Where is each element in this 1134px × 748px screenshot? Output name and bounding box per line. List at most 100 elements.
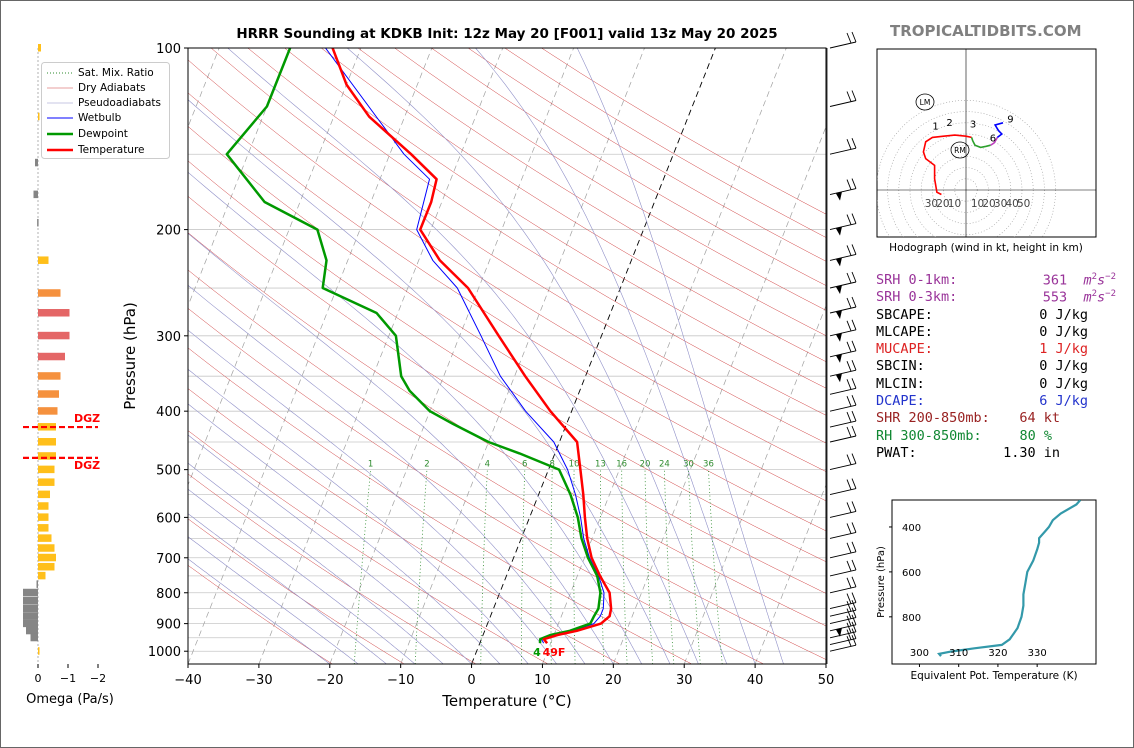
omega-bar [38, 562, 55, 571]
barb-tick [851, 453, 857, 464]
dry-adiabat [188, 160, 826, 562]
dry-adiabat [357, 48, 826, 336]
barb-staff [829, 147, 857, 155]
barb-staff [829, 41, 857, 49]
skewt-xlabel: Temperature (°C) [441, 692, 571, 710]
barb-tick [846, 139, 852, 150]
mixing-ratio-line [664, 469, 675, 664]
wind-barb [829, 244, 857, 267]
barb-staff [829, 404, 857, 412]
barb-tick [851, 378, 857, 389]
omega-bar [23, 604, 38, 613]
wind-barb [829, 522, 857, 539]
param-srh3: SRH 0-3km: 553 m2s−2 [876, 289, 1116, 306]
param-srh1: SRH 0-1km: 361 m2s−2 [876, 272, 1116, 289]
isotherm [188, 48, 362, 486]
storm-motion-marker [915, 93, 935, 111]
mixing-ratio-label: 16 [616, 460, 627, 470]
omega-bar [23, 612, 38, 620]
omega-bar [37, 218, 39, 227]
barb-staff [829, 631, 857, 639]
isotherm [754, 483, 826, 664]
barb-staff [829, 644, 857, 652]
theta-e-axes: 300 310 320 330 400 600 800 [889, 523, 1047, 667]
theta-x-tick-label: 310 [949, 648, 968, 659]
x-tick-label: 10 [534, 673, 551, 688]
theta-e-ylabel: Pressure (hPa) [876, 546, 887, 618]
legend-dry: Dry Adiabats [78, 82, 146, 94]
mixing-ratio-label: 24 [659, 460, 670, 470]
omega-bar [38, 256, 49, 264]
wind-barb [829, 319, 857, 342]
x-tick-label: 40 [747, 673, 764, 688]
theta-e-profile [937, 500, 1082, 657]
omega-bar [33, 190, 38, 199]
isotherm [258, 48, 504, 664]
mixing-ratio-line [600, 469, 605, 664]
omega-bar [30, 633, 38, 642]
barb-tick [851, 90, 857, 101]
y-tick-label: 1000 [148, 645, 181, 660]
barb-staff [829, 281, 857, 289]
wind-barb [829, 360, 857, 383]
omega-bar [38, 112, 40, 121]
wind-barb [829, 138, 857, 155]
pseudoadiabat [576, 48, 784, 664]
x-tick-label: 0 [467, 673, 475, 688]
barb-tick [846, 272, 852, 284]
barb-tick [846, 245, 852, 256]
theta-e-xlabel: Equivalent Pot. Temperature (K) [910, 670, 1077, 682]
wind-barb [829, 607, 857, 625]
wind-barb [829, 178, 857, 201]
barb-tick [851, 395, 857, 406]
barb-flag [836, 353, 842, 363]
dry-adiabat [188, 388, 621, 664]
mixing-ratio-label: 36 [703, 460, 714, 470]
theta-y-tick-label: 400 [902, 523, 921, 534]
hodo-segment [970, 137, 991, 149]
theta-e-frame [891, 499, 1097, 665]
barb-tick [846, 320, 852, 331]
barb-tick [851, 559, 857, 571]
wind-barb [829, 614, 857, 637]
barb-tick [846, 560, 852, 572]
omega-bar [38, 309, 70, 317]
wind-barb [829, 395, 857, 412]
temperature-line [331, 48, 613, 644]
y-tick-label: 300 [156, 330, 181, 345]
hodo-height-label: 6 [990, 133, 996, 144]
omega-bar [38, 452, 56, 460]
barb-tick [851, 319, 857, 330]
wind-barb [829, 378, 857, 395]
wind-barb [829, 478, 857, 496]
wind-barb [829, 31, 857, 49]
mixing-ratio-line [621, 469, 628, 664]
wind-barb [829, 592, 857, 610]
mixing-ratio-label: 10 [569, 460, 580, 470]
barb-tick [851, 614, 857, 625]
dewpoint-line [225, 48, 602, 644]
barb-tick [851, 501, 857, 512]
dry-adiabat [188, 126, 826, 532]
wind-barb [829, 559, 857, 577]
barb-staff [829, 100, 857, 107]
barb-staff [829, 369, 857, 377]
wind-barb [829, 621, 857, 639]
barb-staff [829, 306, 857, 314]
omega-xlabel: Omega (Pa/s) [26, 692, 114, 707]
wind-barb [829, 410, 857, 428]
barb-staff [829, 617, 857, 625]
omega-bar [38, 502, 49, 510]
hodo-tick-label: 40 [1005, 198, 1018, 210]
pseudoadiabat [188, 513, 387, 664]
wind-barb [829, 453, 857, 471]
pseudoadiabat [188, 488, 416, 664]
barb-flag [836, 373, 842, 383]
legend-pseudo: Pseudoadiabats [78, 97, 161, 109]
legend-wetbulb: Wetbulb [78, 112, 122, 124]
barb-tick [846, 629, 852, 640]
omega-tick-label: −1 [60, 672, 76, 685]
omega-bar [38, 44, 41, 52]
surface-dewpoint-label: 4 [533, 646, 541, 659]
barb-tick [851, 592, 857, 603]
